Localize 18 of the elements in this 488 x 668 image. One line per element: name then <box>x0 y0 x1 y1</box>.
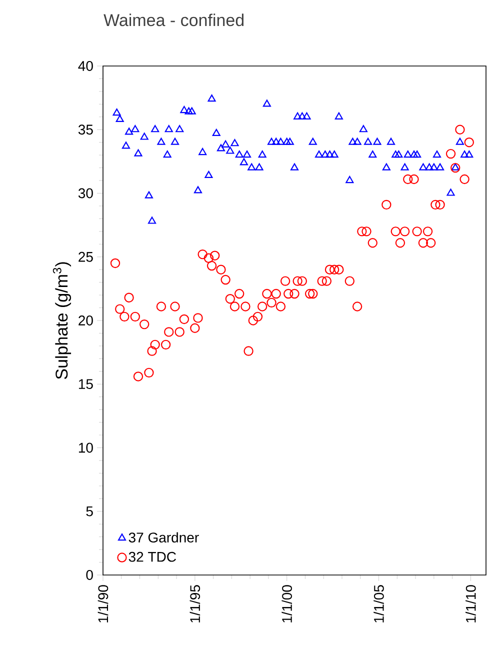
x-tick-label: 1/1/95 <box>190 585 200 622</box>
x-tick-label: 1/1/05 <box>374 585 384 622</box>
x-tick-label: 1/1/90 <box>98 585 108 622</box>
legend-label: 37 Gardner <box>128 532 199 543</box>
y-tick-label: 30 <box>78 188 93 198</box>
y-axis-title: Sulphate (g/m$^{3}$) <box>52 262 72 380</box>
y-tick-label: 10 <box>78 442 93 453</box>
y-tick-label: 35 <box>78 124 93 135</box>
x-tick-label: 1/1/10 <box>466 585 476 622</box>
y-tick-label: 5 <box>86 506 93 516</box>
y-tick-label: 25 <box>78 252 93 262</box>
y-tick-label: 15 <box>78 379 93 390</box>
y-tick-label: 20 <box>78 316 93 326</box>
chart-title: Waimea - confined <box>104 14 244 26</box>
legend-label: 32 TDC <box>128 552 176 562</box>
y-tick-label: 0 <box>86 570 93 580</box>
x-tick-label: 1/1/00 <box>282 585 292 622</box>
y-tick-label: 40 <box>78 61 93 71</box>
